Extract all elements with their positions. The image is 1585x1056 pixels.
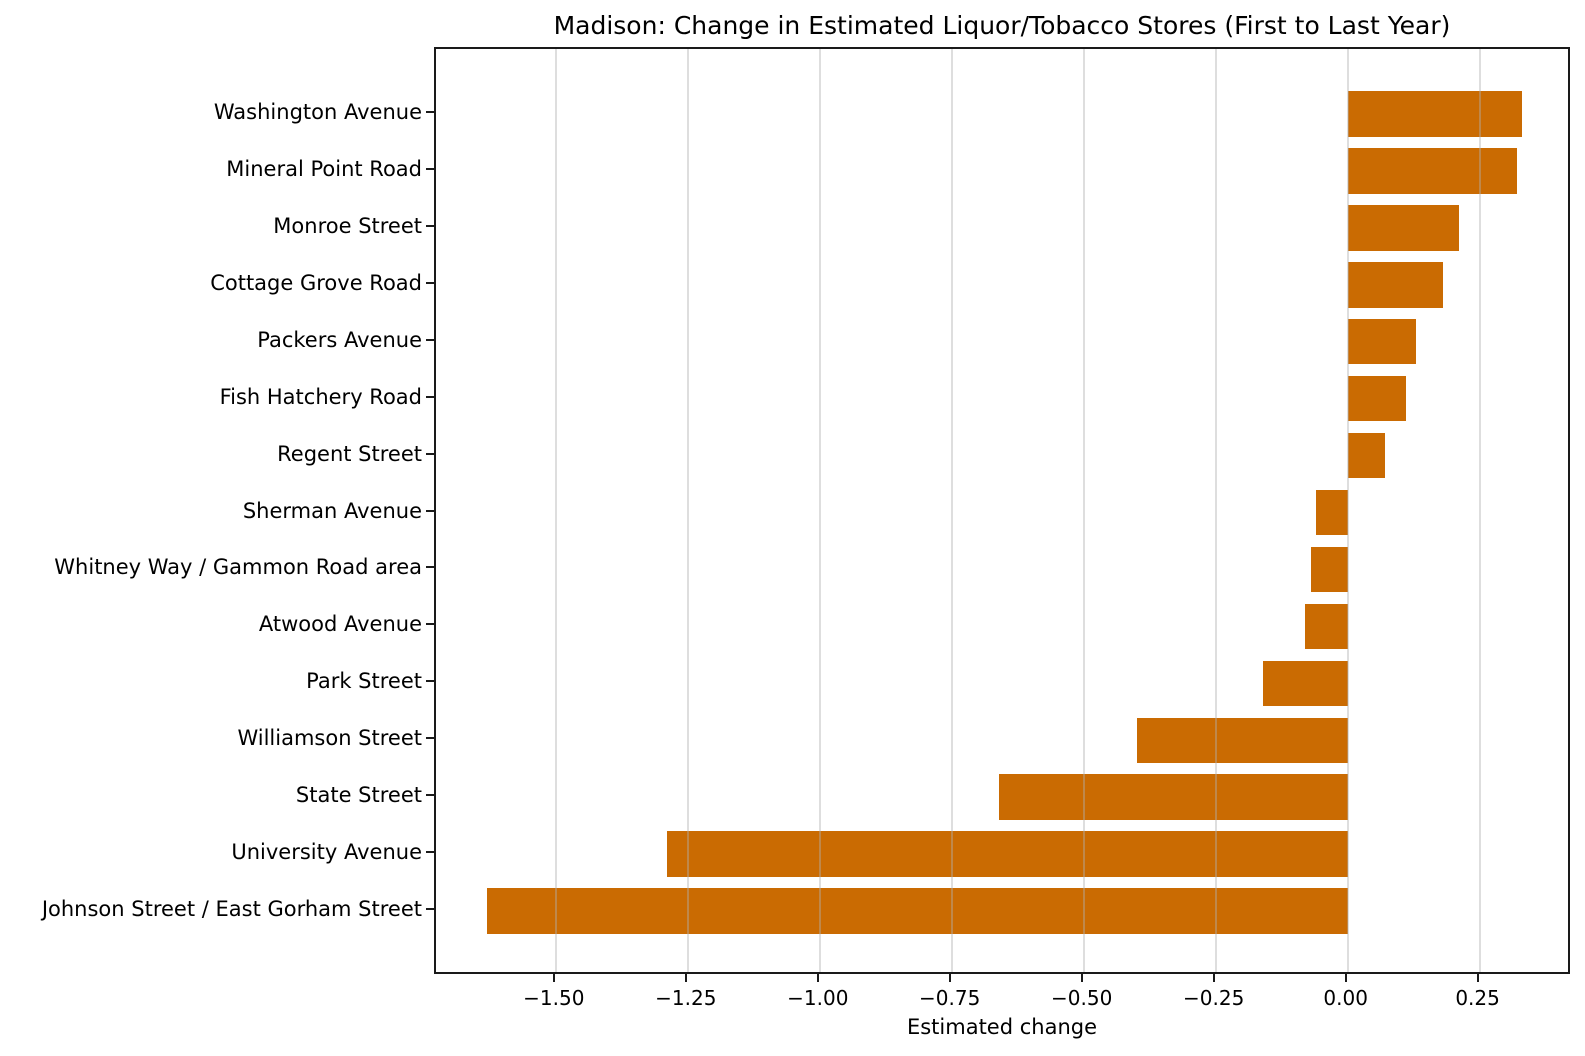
y-tick-mark [426,794,434,797]
x-axis-label: Estimated change [906,1015,1098,1039]
bar-fish-hatchery-road [1347,375,1406,422]
gridline-x-−0.75 [950,49,953,972]
y-tick-label-state-street: State Street [295,783,422,808]
y-tick-label-park-street: Park Street [306,669,422,694]
x-tick-label: −0.25 [1183,986,1245,1010]
bar-washington-avenue [1347,91,1522,137]
x-tick-mark [1344,974,1347,982]
y-tick-mark [426,224,434,227]
x-tick-label: −0.50 [1051,986,1113,1010]
y-tick-mark [426,509,434,512]
bar-mineral-point-road [1347,148,1517,194]
bar-sherman-avenue [1316,489,1348,536]
bar-university-avenue [666,831,1348,877]
y-tick-label-packers-avenue: Packers Avenue [257,327,422,352]
gridline-x-0.25 [1478,49,1481,972]
gridline-x-−0.25 [1214,49,1217,972]
y-tick-mark [426,851,434,854]
bar-park-street [1263,660,1348,707]
y-tick-mark [426,623,434,626]
x-tick-label: −1.50 [523,986,585,1010]
y-tick-label-sherman-avenue: Sherman Avenue [242,498,422,523]
x-tick-label: −1.00 [787,986,849,1010]
bar-whitney-way-gammon-road-area [1310,546,1348,593]
y-tick-label-monroe-street: Monroe Street [273,213,422,238]
y-tick-mark [426,680,434,683]
x-tick-mark [1476,974,1479,982]
bar-regent-street [1347,432,1385,479]
y-tick-mark [426,908,434,911]
y-tick-mark [426,737,434,740]
bar-johnson-street-east-gorham-street [487,888,1348,934]
y-tick-label-williamson-street: Williamson Street [237,726,422,751]
y-tick-label-university-avenue: University Avenue [231,840,422,865]
y-tick-label-cottage-grove-road: Cottage Grove Road [210,270,422,295]
y-tick-mark [426,167,434,170]
y-tick-label-washington-avenue: Washington Avenue [213,99,422,124]
x-tick-label: −0.75 [919,986,981,1010]
x-tick-label: 0.25 [1455,986,1500,1010]
y-tick-label-regent-street: Regent Street [277,441,422,466]
bar-monroe-street [1347,205,1459,251]
x-tick-mark [948,974,951,982]
y-tick-label-whitney-way-gammon-road-area: Whitney Way / Gammon Road area [54,555,422,580]
x-tick-label: 0.00 [1323,986,1368,1010]
x-tick-mark [684,974,687,982]
chart-title: Madison: Change in Estimated Liquor/Toba… [553,11,1451,40]
bar-packers-avenue [1347,318,1417,365]
y-tick-label-johnson-street-east-gorham-street: Johnson Street / East Gorham Street [41,897,422,922]
x-tick-mark [1080,974,1083,982]
bar-state-street [999,774,1348,820]
x-tick-label: −1.25 [655,986,717,1010]
y-tick-mark [426,566,434,569]
bar-atwood-avenue [1305,603,1348,650]
plot-area [434,47,1570,974]
y-tick-mark [426,281,434,284]
y-tick-mark [426,452,434,455]
bar-cottage-grove-road [1347,262,1443,308]
bar-williamson-street [1136,717,1348,764]
y-tick-mark [426,110,434,113]
gridline-x-−1.00 [818,49,821,972]
x-tick-mark [1212,974,1215,982]
y-tick-label-mineral-point-road: Mineral Point Road [226,156,422,181]
y-tick-mark [426,395,434,398]
x-tick-mark [816,974,819,982]
x-tick-mark [552,974,555,982]
y-tick-label-fish-hatchery-road: Fish Hatchery Road [219,384,422,409]
gridline-x-0.00 [1346,49,1349,972]
y-tick-label-atwood-avenue: Atwood Avenue [258,612,422,637]
gridline-x-−1.25 [686,49,689,972]
y-tick-mark [426,338,434,341]
gridline-x-−1.50 [554,49,557,972]
gridline-x-−0.50 [1082,49,1085,972]
